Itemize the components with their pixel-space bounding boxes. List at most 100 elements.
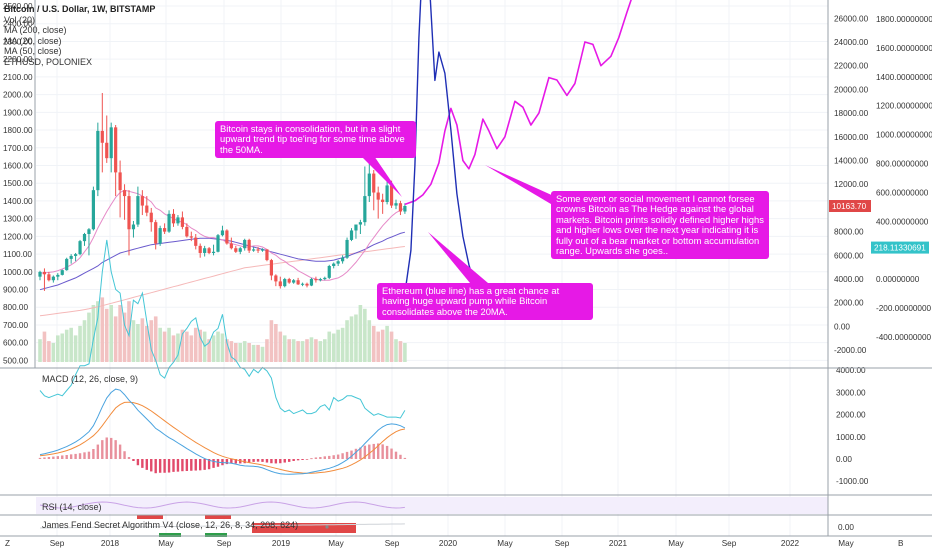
candle-body-74 xyxy=(367,173,371,197)
candle-body-71 xyxy=(354,224,358,231)
candle-body-54 xyxy=(278,281,282,287)
macd-hist-76 xyxy=(377,443,380,459)
right2-tick-4: 1000.00000000 xyxy=(876,131,932,140)
volume-bar-42 xyxy=(225,339,229,362)
eth-line xyxy=(39,239,406,419)
right2-tick-10: -200.00000000 xyxy=(876,304,932,313)
volume-bar-81 xyxy=(398,341,403,362)
candle-body-27 xyxy=(158,228,162,244)
volume-bar-17 xyxy=(113,316,118,362)
candle-body-22 xyxy=(136,196,140,225)
axis-corner-left: Z xyxy=(5,539,10,548)
macd-hist-79 xyxy=(390,448,393,459)
x-tick-11: May xyxy=(668,539,684,548)
annotation-ethereum[interactable]: Ethereum (blue line) has a great chance … xyxy=(377,283,593,321)
volume-bar-82 xyxy=(403,343,407,362)
legend-ma50: MA (50, close) xyxy=(4,46,62,57)
macd-tick-3: 1000.00 xyxy=(836,433,866,442)
macd-tick-2: 2000.00 xyxy=(836,411,866,420)
indicator-lines xyxy=(39,189,406,419)
volume-bar-14 xyxy=(100,297,105,362)
candle-body-61 xyxy=(309,279,314,286)
candle-body-15 xyxy=(105,142,109,159)
macd-hist-31 xyxy=(176,459,180,472)
right2-tick-11: -400.00000000 xyxy=(876,333,932,342)
volume-bar-69 xyxy=(345,320,349,362)
macd-hist-40 xyxy=(216,459,220,467)
x-tick-5: May xyxy=(328,539,344,548)
macd-hist-17 xyxy=(114,440,117,459)
eth-tag-bg xyxy=(871,241,929,254)
volume-bar-47 xyxy=(247,343,251,362)
volume-bar-31 xyxy=(176,333,180,362)
macd-hist-68 xyxy=(341,453,344,459)
macd-hist-9 xyxy=(78,453,82,459)
x-tick-9: Sep xyxy=(555,539,570,548)
main-legend: Bitcoin / U.S. Dollar, 1W, BITSTAMP Vol … xyxy=(4,4,155,68)
volume-bar-27 xyxy=(158,327,162,362)
candle-body-51 xyxy=(265,249,269,261)
x-tick-10: 2021 xyxy=(609,539,628,548)
candle-body-35 xyxy=(194,237,198,246)
macd-hist-14 xyxy=(101,440,104,459)
macd-tick-4: 0.00 xyxy=(836,455,852,464)
volume-bar-24 xyxy=(145,325,149,362)
volume-bar-6 xyxy=(64,329,69,362)
macd-hist-60 xyxy=(305,459,309,460)
candle-body-72 xyxy=(358,222,362,225)
macd-hist-33 xyxy=(185,459,189,471)
x-tick-12: Sep xyxy=(722,539,737,548)
macd-hist-24 xyxy=(145,459,148,470)
macd-hist-54 xyxy=(279,459,282,464)
rsi-band xyxy=(36,497,828,514)
macd-hist-27 xyxy=(158,459,162,473)
candle-body-78 xyxy=(385,185,389,203)
macd-hist-58 xyxy=(296,459,300,461)
annotation-hedge[interactable]: Some event or social movement I cannot f… xyxy=(551,191,769,260)
macd-hist-74 xyxy=(368,444,371,459)
volume-bar-43 xyxy=(229,341,234,362)
right2-tick-1: 1600.00000000 xyxy=(876,44,932,53)
macd-hist-35 xyxy=(194,459,197,471)
volume-bar-26 xyxy=(153,316,158,362)
volume-bar-59 xyxy=(300,341,305,362)
volume-bar-56 xyxy=(287,339,291,362)
annotation-consolidation[interactable]: Bitcoin stays in consolidation, but in a… xyxy=(215,121,416,159)
candle-body-48 xyxy=(252,249,256,251)
macd-hist-48 xyxy=(252,459,255,462)
macd-hist-44 xyxy=(234,459,237,464)
candle-body-65 xyxy=(327,266,331,278)
volume-bar-32 xyxy=(180,329,185,362)
candle-body-63 xyxy=(318,279,322,281)
candle-body-20 xyxy=(127,196,131,230)
volume-bar-52 xyxy=(269,320,274,362)
candle-body-75 xyxy=(372,173,376,193)
volume-bar-29 xyxy=(167,327,171,362)
candle-body-53 xyxy=(274,275,278,282)
macd-hist-39 xyxy=(212,459,215,468)
macd-hist-66 xyxy=(332,455,335,459)
volume-bar-77 xyxy=(380,329,385,362)
macd-hist-57 xyxy=(292,459,295,461)
macd-hist-15 xyxy=(105,437,108,459)
candle-body-55 xyxy=(283,279,287,287)
volume-bar-78 xyxy=(385,325,389,362)
candle-body-37 xyxy=(203,248,207,253)
volume-bar-35 xyxy=(193,327,198,362)
candle-body-1 xyxy=(42,271,47,275)
macd-hist-61 xyxy=(310,458,313,460)
macd-hist-37 xyxy=(203,459,206,470)
macd-hist-26 xyxy=(154,459,157,474)
macd-hist-36 xyxy=(199,459,202,471)
macd-hist-56 xyxy=(288,459,291,462)
candle-body-5 xyxy=(60,270,64,275)
volume-bar-34 xyxy=(189,335,194,362)
legend-ma200: MA (200, close) xyxy=(4,25,67,36)
right1-tick-4: 18000.00 xyxy=(834,109,869,118)
left-tick-3: 2200.00 xyxy=(3,55,33,64)
volume-bar-5 xyxy=(60,333,65,362)
left-tick-1: 2400.00 xyxy=(3,20,33,29)
macd-hist-13 xyxy=(96,444,100,459)
